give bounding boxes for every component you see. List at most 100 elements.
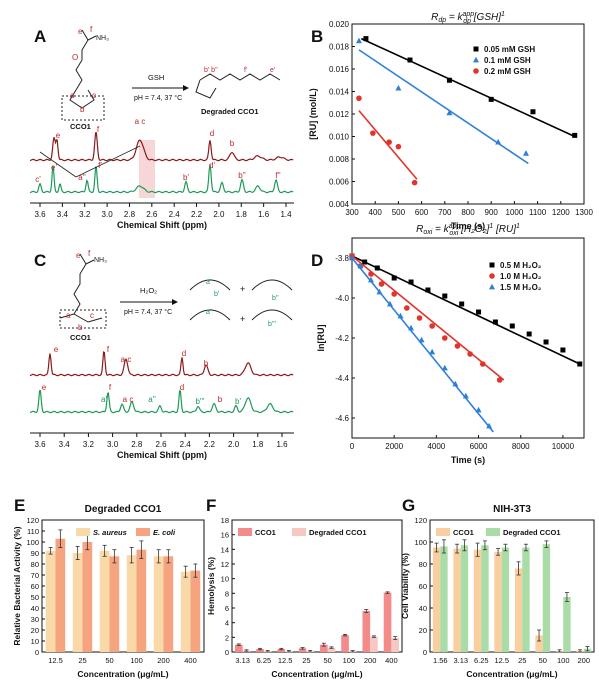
data-point-square <box>446 77 452 83</box>
chart-b: 300 400 500 600 700 800 900 1000 1100 1200 1300 0.0… <box>308 11 593 231</box>
svg-text:+: + <box>240 284 245 294</box>
y-tick-label: 110 <box>27 527 39 536</box>
panel-label-e: E <box>14 496 25 515</box>
y-axis-label: Relative Bacterial Activity (%) <box>12 526 22 645</box>
x-tick-label: 2.4 <box>169 210 181 219</box>
data-point-square <box>489 262 495 268</box>
y-tick-label: 16 <box>221 531 229 540</box>
plot-frame <box>41 519 205 653</box>
peak-label: a c <box>121 355 132 364</box>
svg-text:f': f' <box>244 67 247 74</box>
legend-label: 0.05 mM GSH <box>484 45 535 54</box>
cco1-label-c: CCO1 <box>70 333 91 342</box>
chart-title-d: Roxi = kapp oxi [H₂O₂]1 [RU]1 <box>416 223 520 237</box>
svg-text:f: f <box>88 249 91 258</box>
x-tick-label: 2.0 <box>213 210 225 219</box>
bar <box>522 547 530 652</box>
x-tick-label: 6.25 <box>257 656 272 665</box>
data-point-circle <box>473 68 479 74</box>
legend-label: 0.5 M H₂O₂ <box>500 261 542 270</box>
plot-frame <box>351 237 585 439</box>
bar <box>319 644 328 652</box>
bar <box>542 544 551 652</box>
bar <box>460 545 469 652</box>
x-tick-label: 1300 <box>575 208 593 217</box>
data-point-circle <box>416 315 423 321</box>
data-point-triangle <box>489 283 495 290</box>
legend-swatch <box>292 528 306 536</box>
x-tick-label: 3.0 <box>107 440 119 449</box>
x-axis-label: Concentration (μg/mL) <box>271 669 362 679</box>
y-tick-label: 80 <box>419 560 427 569</box>
svg-text:a: a <box>66 311 71 320</box>
y-tick-label: 60 <box>31 582 39 591</box>
y-tick-label: 70 <box>31 571 39 580</box>
x-tick-label: 1100 <box>529 208 547 217</box>
y-tick-label: 0.014 <box>329 88 350 97</box>
peak-label: d <box>180 383 184 392</box>
plot-frame <box>231 519 403 653</box>
x-tick-label: 3.6 <box>34 440 46 449</box>
x-tick-label: 1.8 <box>252 440 264 449</box>
y-tick-label: 0 <box>423 648 427 657</box>
bar <box>473 549 482 652</box>
chart-d: 0 2000 4000 6000 8000 10000 -4.6 -4.4 -4.2 -4.0 -3… <box>316 223 585 465</box>
degraded-label-a: Degraded CCO1 <box>201 107 259 116</box>
bar <box>55 538 66 652</box>
bar <box>563 597 571 652</box>
x-tick-label: 800 <box>461 208 475 217</box>
x-tick-label: 25 <box>518 656 526 665</box>
data-point-circle <box>370 130 376 136</box>
bar <box>362 610 371 652</box>
y-tick-label: 0.020 <box>329 20 350 29</box>
x-tick-label: 200 <box>157 656 170 665</box>
peak-label: d <box>210 129 214 138</box>
peak-label: c' <box>35 175 41 184</box>
x-tick-label: 2.4 <box>180 440 192 449</box>
y-tick-label: 50 <box>31 593 39 602</box>
bar <box>440 546 448 652</box>
nmr-spectrum-upper <box>29 132 294 162</box>
svg-text:NH₃: NH₃ <box>96 35 109 42</box>
y-tick-label: 20 <box>419 626 427 635</box>
y-tick-label: 10 <box>221 575 229 584</box>
x-tick-label: 10000 <box>552 442 575 451</box>
data-point-square <box>476 309 482 315</box>
x-axis-label-c: Chemical Shift (ppm) <box>117 450 207 460</box>
peak-label: b' <box>183 173 189 182</box>
peak-label: d <box>182 349 186 358</box>
x-axis-label: Time (s) <box>451 455 485 465</box>
data-point-triangle <box>418 336 425 343</box>
x-tick-label: 1.8 <box>236 210 248 219</box>
x-tick-label: 500 <box>392 208 406 217</box>
data-point-triangle <box>408 324 415 331</box>
y-tick-label: 120 <box>414 516 427 525</box>
x-tick-label: 3.0 <box>102 210 114 219</box>
x-tick-label: 50 <box>323 656 331 665</box>
x-tick-label: 2.0 <box>228 440 240 449</box>
cco1-label-a: CCO1 <box>70 122 91 131</box>
x-tick-label: 2000 <box>385 442 403 451</box>
data-point-square <box>408 279 414 285</box>
cco1-structure-c <box>59 253 107 329</box>
svg-text:e: e <box>78 27 83 36</box>
x-tick-label: 700 <box>438 208 452 217</box>
bar <box>256 649 264 652</box>
data-point-square <box>509 323 515 329</box>
bar <box>153 556 164 652</box>
data-point-circle <box>442 335 448 341</box>
data-point-square <box>577 361 583 367</box>
y-tick-label: 80 <box>31 560 39 569</box>
legend-label: S. aureus <box>93 528 127 537</box>
svg-text:f: f <box>90 25 93 34</box>
bar <box>190 570 201 652</box>
y-tick-label: 2 <box>225 633 229 642</box>
y-tick-label: 0.008 <box>329 155 350 164</box>
data-point-circle <box>454 343 461 349</box>
data-point-square <box>459 301 465 307</box>
x-tick-label: 3.6 <box>34 210 46 219</box>
data-point-square <box>425 287 431 293</box>
x-tick-label: 900 <box>485 208 499 217</box>
y-tick-label: 40 <box>419 604 427 613</box>
x-tick-label: 100 <box>557 656 570 665</box>
